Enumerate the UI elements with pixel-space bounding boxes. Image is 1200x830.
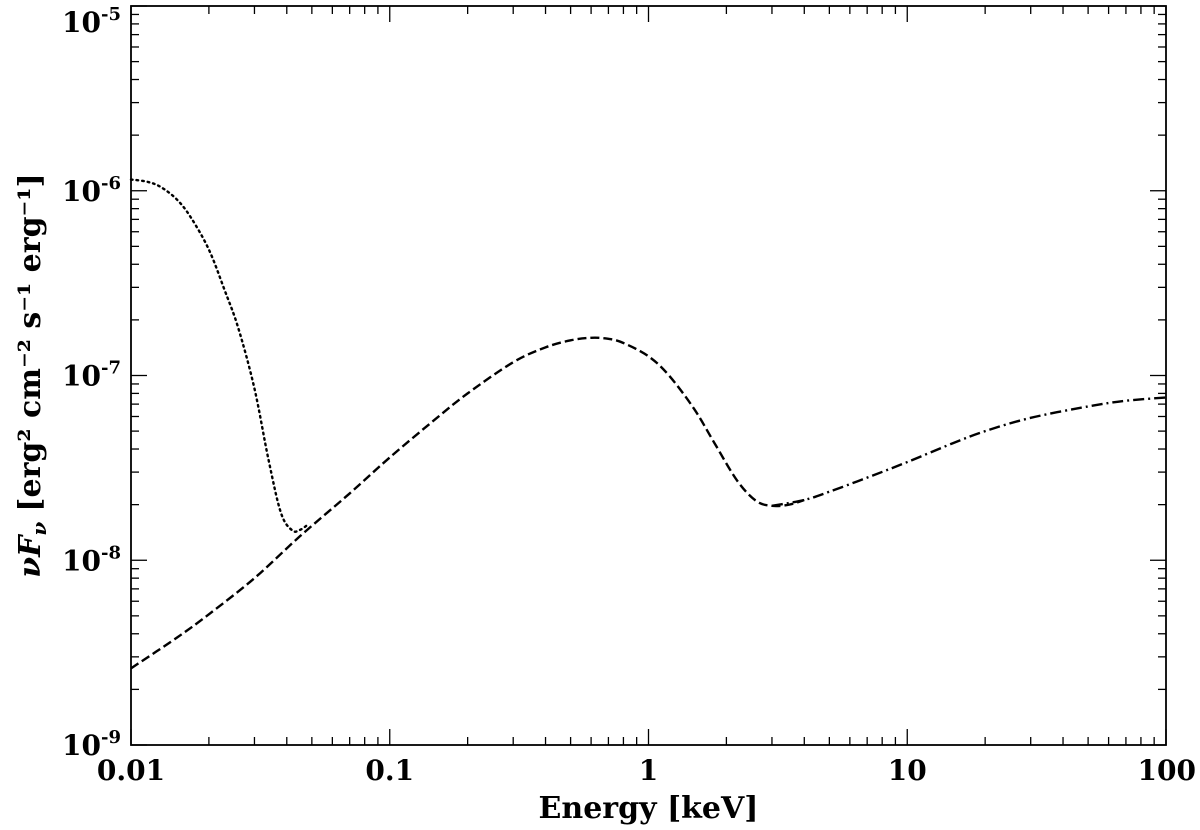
y-axis-label: νFν [erg² cm⁻² s⁻¹ erg⁻¹]: [13, 173, 51, 577]
x-tick-label: 100: [1138, 754, 1196, 787]
y-tick-label: 10-5: [62, 4, 121, 39]
series-line-dash-dot: [771, 396, 1167, 508]
x-tick-label: 0.1: [365, 754, 414, 787]
y-tick-labels: 10-9 10-8 10-7 10-6 10-5: [62, 4, 121, 762]
major-ticks: [130, 5, 1167, 746]
minor-ticks: [131, 6, 1166, 745]
plot-frame: [130, 5, 1167, 746]
series-line-dotted: [129, 178, 309, 533]
y-axis-label-unit: [erg² cm⁻² s⁻¹ erg⁻¹]: [13, 173, 48, 511]
y-tick-label: 10-7: [62, 358, 121, 393]
y-tick-label: 10-6: [62, 173, 121, 208]
x-tick-label: 1: [639, 754, 658, 787]
y-axis-label-subscript: ν: [27, 522, 51, 536]
series-layer: [129, 178, 1167, 670]
series-line-dashed: [130, 336, 805, 670]
x-tick-label: 0.01: [97, 754, 165, 787]
y-tick-label: 10-8: [62, 542, 121, 577]
x-tick-labels: 0.01 0.1 1 10 100: [97, 754, 1196, 787]
x-tick-label: 10: [888, 754, 927, 787]
x-axis-label: Energy [keV]: [539, 791, 759, 826]
y-tick-label: 10-9: [62, 727, 121, 762]
y-axis-label-prefix: νF: [13, 533, 48, 578]
